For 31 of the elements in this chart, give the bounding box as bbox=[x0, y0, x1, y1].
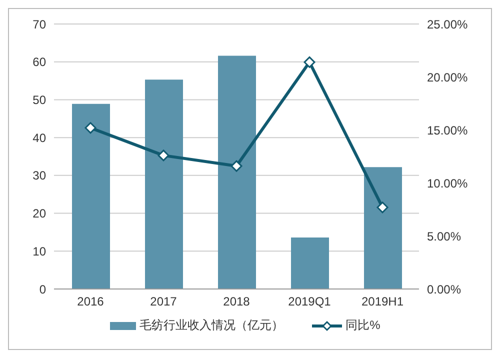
bar bbox=[145, 80, 183, 289]
point bbox=[230, 160, 242, 172]
point bbox=[376, 202, 388, 214]
y2-tick-label: 5.00% bbox=[427, 229, 462, 244]
y-tick-label: 10 bbox=[32, 244, 46, 258]
x-tick-label: 2019H1 bbox=[361, 294, 404, 309]
legend-label: 毛纺行业收入情况（亿元） bbox=[140, 317, 284, 334]
bar bbox=[218, 56, 256, 289]
legend-label: 同比% bbox=[346, 317, 380, 334]
point bbox=[158, 150, 170, 162]
y-tick-label: 50 bbox=[32, 92, 46, 107]
y2-tick-label: 20.00% bbox=[427, 70, 468, 84]
y2-tick-label: 0.00% bbox=[427, 282, 462, 296]
y-tick-label: 0 bbox=[39, 282, 46, 296]
y2-tick-label: 25.00% bbox=[427, 17, 468, 32]
bar bbox=[72, 104, 110, 289]
point bbox=[84, 122, 96, 134]
x-tick-label: 2018 bbox=[223, 294, 250, 309]
bar bbox=[291, 238, 329, 289]
point bbox=[304, 56, 316, 68]
x-tick-label: 2016 bbox=[77, 294, 104, 309]
y2-tick-label: 15.00% bbox=[427, 123, 468, 138]
y-tick-label: 70 bbox=[32, 17, 46, 32]
y2-tick-label: 10.00% bbox=[427, 176, 468, 190]
y-tick-label: 60 bbox=[32, 55, 46, 70]
y-tick-label: 40 bbox=[32, 130, 46, 145]
x-tick-label: 2019Q1 bbox=[288, 294, 332, 309]
x-tick-label: 2017 bbox=[150, 294, 178, 309]
y-tick-label: 20 bbox=[32, 206, 46, 221]
bar bbox=[364, 167, 402, 289]
y-tick-label: 30 bbox=[32, 168, 46, 183]
